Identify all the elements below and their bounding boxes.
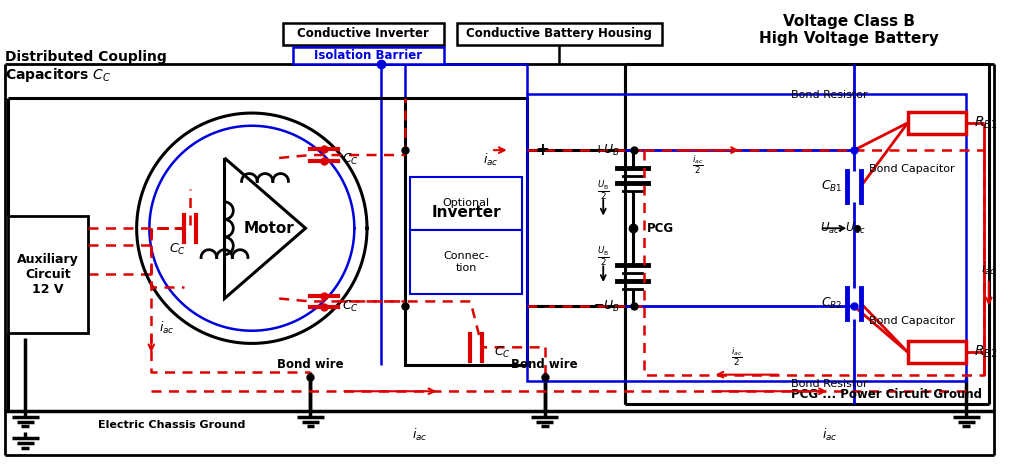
Text: PCG: PCG (648, 222, 674, 235)
Text: Bond Capacitor: Bond Capacitor (869, 164, 954, 174)
Text: PCG ... Power Circuit Ground: PCG ... Power Circuit Ground (791, 387, 982, 401)
Bar (907, 341, 967, 363)
Bar (293, 47, 444, 64)
Text: Conductive Inverter: Conductive Inverter (297, 28, 429, 40)
Text: Bond wire: Bond wire (512, 358, 578, 371)
Bar (8, 216, 88, 333)
Text: $C_C$: $C_C$ (342, 152, 358, 168)
Text: Bond wire: Bond wire (277, 358, 344, 371)
Bar (410, 177, 522, 230)
Text: Connec-
tion: Connec- tion (443, 251, 489, 273)
Text: $+U_B$: $+U_B$ (592, 143, 620, 158)
Text: $C_{B2}$: $C_{B2}$ (821, 296, 842, 311)
Text: Conductive Battery Housing: Conductive Battery Housing (466, 28, 653, 40)
Text: $R_{B2}$: $R_{B2}$ (974, 344, 997, 360)
Text: Auxiliary
Circuit
12 V: Auxiliary Circuit 12 V (17, 253, 79, 296)
Text: $i_{ac}$: $i_{ac}$ (160, 320, 175, 336)
Bar (527, 94, 967, 381)
Bar (907, 112, 967, 134)
Text: Isolation Barrier: Isolation Barrier (314, 49, 422, 62)
Text: $C_C$: $C_C$ (494, 345, 510, 360)
Text: $C_{B1}$: $C_{B1}$ (820, 178, 842, 194)
Text: Electric Chassis Ground: Electric Chassis Ground (97, 420, 244, 430)
Text: Distributed Coupling
Capacitors $C_C$: Distributed Coupling Capacitors $C_C$ (5, 50, 167, 84)
Text: $i_{ac}$: $i_{ac}$ (412, 427, 428, 443)
Text: $R_{B1}$: $R_{B1}$ (974, 115, 997, 131)
Text: $i_{ac}$: $i_{ac}$ (981, 261, 996, 278)
Text: −: − (535, 297, 551, 316)
Text: $U_{ac}$, $U_{dc}$: $U_{ac}$, $U_{dc}$ (820, 221, 866, 236)
Text: Voltage Class B
High Voltage Battery: Voltage Class B High Voltage Battery (759, 14, 939, 46)
Text: $C_C$: $C_C$ (342, 299, 358, 314)
Bar (405, 99, 527, 365)
Bar (410, 230, 522, 294)
Text: $i_{ac}$: $i_{ac}$ (483, 152, 499, 168)
Text: $-U_B$: $-U_B$ (592, 299, 620, 314)
Text: +: + (535, 141, 548, 159)
Text: $i_{ac}$: $i_{ac}$ (821, 427, 838, 443)
Bar (283, 23, 444, 45)
Text: Motor: Motor (244, 221, 295, 236)
Text: $\frac{i_{ac}}{2}$: $\frac{i_{ac}}{2}$ (731, 346, 743, 368)
Bar (457, 23, 662, 45)
Text: Bond Resistor: Bond Resistor (791, 90, 868, 100)
Text: $\frac{U_{\rm B}}{2}$: $\frac{U_{\rm B}}{2}$ (596, 179, 610, 203)
Text: Bond Resistor: Bond Resistor (791, 379, 868, 389)
Text: $C_C$: $C_C$ (169, 242, 185, 257)
Text: $\frac{i_{ac}}{2}$: $\frac{i_{ac}}{2}$ (692, 153, 704, 176)
Text: Optional: Optional (443, 198, 490, 208)
Text: Inverter: Inverter (432, 205, 501, 219)
Text: $\frac{U_{\rm B}}{2}$: $\frac{U_{\rm B}}{2}$ (596, 246, 610, 269)
Text: Bond Capacitor: Bond Capacitor (869, 316, 954, 326)
